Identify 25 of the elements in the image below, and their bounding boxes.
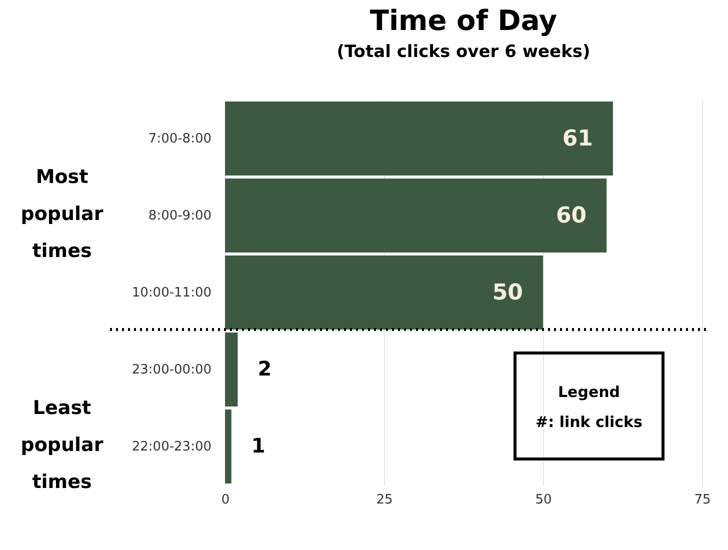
annotation: Legend: [558, 383, 620, 401]
data-label: 61: [562, 126, 593, 152]
y-tick-label: 23:00-00:00: [132, 362, 212, 378]
x-tick-label: 0: [221, 492, 230, 508]
data-label: 50: [492, 280, 523, 306]
bar: [225, 102, 613, 176]
data-label: 1: [251, 434, 266, 458]
bar: [225, 178, 607, 252]
y-tick-label: 10:00-11:00: [132, 286, 212, 300]
annotation: #: link clicks: [536, 413, 643, 431]
chart-subtitle: (Total clicks over 6 weeks): [336, 42, 590, 62]
x-tick-label: 75: [694, 492, 711, 508]
text: Most popular times: [20, 166, 104, 262]
x-tick-label: 25: [376, 492, 393, 508]
chart-title: Time of Day: [370, 4, 558, 37]
x-tick-label: 50: [535, 492, 552, 508]
bar: [225, 332, 238, 406]
bar: [225, 410, 232, 484]
y-tick-label: 7:00-8:00: [148, 132, 212, 146]
bar: [225, 256, 543, 330]
y-tick-label: 8:00-9:00: [148, 208, 212, 224]
data-label: 60: [556, 204, 587, 228]
text: Least popular times: [20, 397, 104, 493]
y-tick-label: 22:00-23:00: [132, 440, 212, 454]
data-label: 2: [258, 356, 272, 380]
